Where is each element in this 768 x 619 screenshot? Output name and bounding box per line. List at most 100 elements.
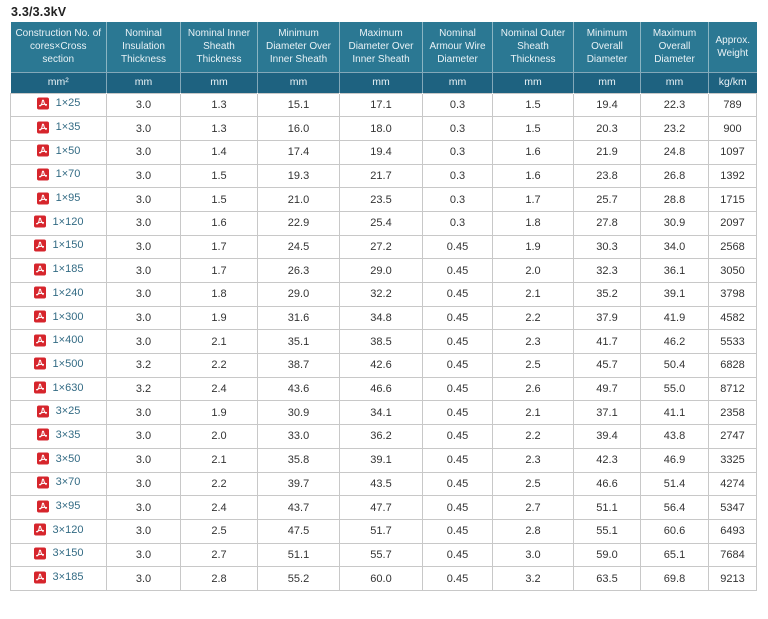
value-cell-1: 1.6	[180, 210, 258, 236]
value-cell-7: 65.1	[640, 542, 709, 568]
pdf-file-icon[interactable]	[36, 452, 49, 465]
value-cell-6: 51.1	[573, 495, 641, 520]
size-link[interactable]: 3×150	[52, 547, 84, 560]
value-cell-5: 1.5	[492, 92, 574, 118]
value-cell-7: 41.1	[640, 400, 709, 426]
value-cell-4: 0.45	[422, 542, 493, 568]
size-link[interactable]: 1×400	[52, 334, 84, 347]
value-cell-5: 2.2	[492, 305, 574, 331]
value-cell-8: 3050	[708, 258, 757, 283]
size-link[interactable]: 1×35	[55, 121, 81, 134]
column-header-8: Maximum Overall Diameter	[640, 22, 709, 72]
value-cell-6: 37.9	[573, 305, 641, 331]
pdf-file-icon[interactable]	[33, 263, 46, 276]
value-cell-8: 2358	[708, 400, 757, 426]
pdf-file-icon[interactable]	[33, 215, 46, 228]
size-link[interactable]: 3×120	[52, 523, 84, 536]
size-link[interactable]: 3×95	[55, 500, 81, 513]
size-link[interactable]: 3×185	[52, 571, 84, 584]
value-cell-3: 29.0	[339, 258, 423, 283]
value-cell-1: 2.5	[180, 518, 258, 544]
pdf-file-icon[interactable]	[33, 357, 46, 370]
value-cell-4: 0.3	[422, 163, 493, 189]
pdf-file-icon[interactable]	[33, 571, 46, 584]
value-cell-5: 1.5	[492, 116, 574, 141]
value-cell-0: 3.0	[106, 471, 181, 497]
value-cell-0: 3.0	[106, 424, 181, 449]
value-cell-3: 39.1	[339, 447, 423, 473]
value-cell-8: 4274	[708, 471, 757, 497]
value-cell-4: 0.45	[422, 234, 493, 260]
size-link[interactable]: 1×500	[52, 357, 84, 370]
value-cell-8: 900	[708, 116, 757, 141]
value-cell-2: 29.0	[257, 282, 340, 307]
pdf-file-icon[interactable]	[33, 523, 46, 536]
pdf-file-icon[interactable]	[36, 121, 49, 134]
value-cell-6: 37.1	[573, 400, 641, 426]
pdf-file-icon[interactable]	[33, 334, 46, 347]
value-cell-7: 69.8	[640, 566, 709, 591]
pdf-file-icon[interactable]	[36, 428, 49, 441]
size-link[interactable]: 3×25	[55, 405, 81, 418]
size-link[interactable]: 1×25	[55, 97, 81, 110]
table-row: 1×95 3.0 1.5 21.0 23.5 0.3 1.7 25.7 28.8 1715	[10, 187, 757, 212]
value-cell-5: 2.3	[492, 447, 574, 473]
value-cell-7: 34.0	[640, 234, 709, 260]
size-link[interactable]: 3×50	[55, 452, 81, 465]
pdf-file-icon[interactable]	[36, 405, 49, 418]
value-cell-7: 23.2	[640, 116, 709, 141]
value-cell-1: 2.4	[180, 376, 258, 402]
table-body: 1×25 3.0 1.3 15.1 17.1 0.3 1.5 19.4 22.3 789 1×35 3…	[10, 92, 757, 591]
value-cell-5: 2.1	[492, 400, 574, 426]
pdf-file-icon[interactable]	[36, 476, 49, 489]
value-cell-5: 1.6	[492, 139, 574, 165]
pdf-file-icon[interactable]	[36, 97, 49, 110]
pdf-file-icon[interactable]	[33, 547, 46, 560]
value-cell-2: 17.4	[257, 139, 340, 165]
pdf-file-icon[interactable]	[36, 192, 49, 205]
pdf-file-icon[interactable]	[33, 286, 46, 299]
size-link[interactable]: 3×35	[55, 428, 81, 441]
value-cell-7: 55.0	[640, 376, 709, 402]
column-unit-5: mm	[422, 71, 493, 93]
value-cell-2: 30.9	[257, 400, 340, 426]
pdf-file-icon[interactable]	[33, 381, 46, 394]
size-link[interactable]: 3×70	[55, 476, 81, 489]
table-row: 3×50 3.0 2.1 35.8 39.1 0.45 2.3 42.3 46.9 3325	[10, 447, 757, 473]
value-cell-7: 51.4	[640, 471, 709, 497]
size-cell: 1×35	[10, 116, 107, 141]
table-row: 1×50 3.0 1.4 17.4 19.4 0.3 1.6 21.9 24.8 1097	[10, 139, 757, 165]
value-cell-6: 55.1	[573, 518, 641, 544]
value-cell-8: 2568	[708, 234, 757, 260]
size-link[interactable]: 1×150	[52, 239, 84, 252]
column-unit-2: mm	[180, 71, 258, 93]
size-link[interactable]: 1×120	[52, 215, 84, 228]
value-cell-2: 26.3	[257, 258, 340, 283]
value-cell-3: 23.5	[339, 187, 423, 212]
size-cell: 3×95	[10, 495, 107, 520]
table-row: 1×500 3.2 2.2 38.7 42.6 0.45 2.5 45.7 50.4 6828	[10, 353, 757, 378]
value-cell-8: 1715	[708, 187, 757, 212]
size-link[interactable]: 1×95	[55, 192, 81, 205]
size-link[interactable]: 1×630	[52, 381, 84, 394]
pdf-file-icon[interactable]	[36, 500, 49, 513]
table-row: 1×120 3.0 1.6 22.9 25.4 0.3 1.8 27.8 30.9 2097	[10, 210, 757, 236]
size-link[interactable]: 1×50	[55, 144, 81, 157]
value-cell-2: 19.3	[257, 163, 340, 189]
value-cell-0: 3.2	[106, 353, 181, 378]
value-cell-0: 3.0	[106, 518, 181, 544]
size-link[interactable]: 1×70	[55, 168, 81, 181]
pdf-file-icon[interactable]	[33, 310, 46, 323]
size-cell: 1×630	[10, 376, 107, 402]
value-cell-1: 1.7	[180, 258, 258, 283]
size-link[interactable]: 1×300	[52, 310, 84, 323]
value-cell-6: 20.3	[573, 116, 641, 141]
column-unit-8: mm	[640, 71, 709, 93]
pdf-file-icon[interactable]	[33, 239, 46, 252]
size-cell: 1×25	[10, 92, 107, 118]
size-link[interactable]: 1×240	[52, 286, 84, 299]
value-cell-3: 60.0	[339, 566, 423, 591]
pdf-file-icon[interactable]	[36, 144, 49, 157]
size-link[interactable]: 1×185	[52, 263, 84, 276]
pdf-file-icon[interactable]	[36, 168, 49, 181]
